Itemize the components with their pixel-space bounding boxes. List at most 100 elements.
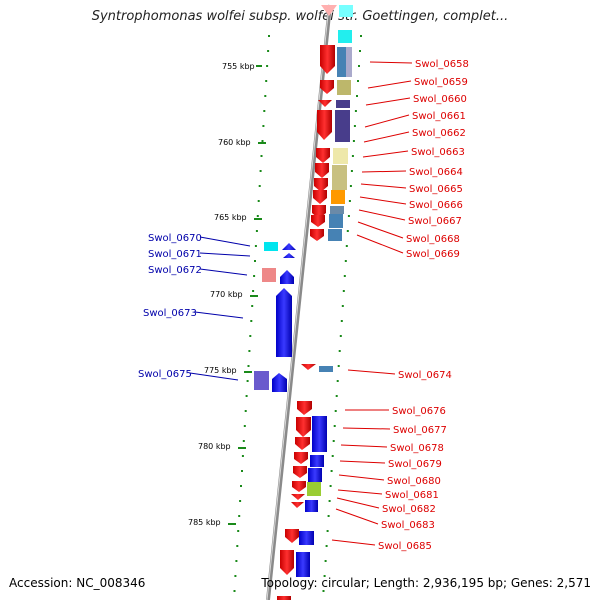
ruler-dot (337, 365, 340, 367)
gene-label-swol-0671[interactable]: Swol_0671 (148, 249, 202, 260)
gene-features-lower (277, 364, 333, 600)
ruler-dot (351, 155, 354, 157)
ruler-dot (266, 65, 269, 67)
ruler-dot (350, 170, 353, 172)
ruler-dot (262, 125, 265, 127)
gene-label-swol-0664[interactable]: Swol_0664 (409, 167, 463, 178)
gene-label-swol-0660[interactable]: Swol_0660 (413, 94, 467, 105)
ruler-dot (254, 245, 257, 247)
label-leader-line (357, 221, 404, 239)
gene-block (307, 482, 321, 496)
ruler-dot (360, 35, 362, 37)
label-leader-line (340, 444, 388, 448)
gene-block (296, 552, 310, 577)
ruler-dot (349, 185, 352, 187)
sequence-backbone (266, 4, 332, 600)
gene-label-swol-0672[interactable]: Swol_0672 (148, 265, 202, 276)
ruler-dot (255, 230, 258, 232)
gene-block (308, 468, 322, 482)
gene-block (331, 190, 345, 204)
ruler-dot (251, 305, 254, 307)
scale-labels: 755 kbp 760 kbp 765 kbp 770 kbp 775 kbp … (188, 62, 266, 527)
ruler-dot (354, 110, 357, 112)
label-leader-line (359, 196, 407, 205)
gene-label-swol-0659[interactable]: Swol_0659 (414, 77, 468, 88)
label-leader-line (347, 369, 396, 375)
ruler-dot (359, 50, 361, 52)
label-leader-line (365, 97, 411, 106)
gene-arrow (280, 270, 294, 284)
ruler-dot (344, 260, 347, 262)
ruler-dot (243, 425, 246, 427)
gene-block (332, 165, 347, 190)
gene-label-swol-0658[interactable]: Swol_0658 (415, 59, 469, 70)
ruler-dot (267, 50, 270, 52)
gene-label-swol-0666[interactable]: Swol_0666 (409, 200, 463, 211)
gene-block (336, 100, 350, 108)
ruler-dot (261, 140, 264, 142)
gene-label-swol-0680[interactable]: Swol_0680 (387, 476, 441, 487)
ruler-dot (259, 170, 262, 172)
gene-arrow (285, 529, 299, 543)
genome-summary: Topology: circular; Length: 2,936,195 bp… (260, 576, 591, 590)
gene-label-swol-0675[interactable]: Swol_0675 (138, 369, 192, 380)
accession-text: Accession: NC_008346 (9, 576, 145, 590)
gene-label-swol-0677[interactable]: Swol_0677 (393, 425, 447, 436)
gene-label-swol-0662[interactable]: Swol_0662 (412, 128, 466, 139)
ruler-dot (253, 275, 256, 277)
gene-block (346, 47, 352, 77)
ruler-dot (358, 65, 360, 67)
gene-arrow (310, 229, 324, 241)
gene-block (335, 110, 350, 142)
ruler-dot (239, 500, 242, 502)
scale-label: 775 kbp (204, 366, 237, 375)
gene-arrow (321, 5, 337, 16)
ruler-dot (329, 485, 332, 487)
label-leader-line (338, 474, 385, 481)
ruler-dot (250, 320, 253, 322)
ruler-dot (238, 515, 241, 517)
gene-arrow (316, 148, 330, 163)
gene-label-swol-0670[interactable]: Swol_0670 (148, 233, 202, 244)
gene-label-swol-0676[interactable]: Swol_0676 (392, 406, 446, 417)
gene-features-left (254, 242, 296, 392)
label-leader-line (194, 311, 244, 319)
gene-label-swol-0678[interactable]: Swol_0678 (390, 443, 444, 454)
gene-label-swol-0663[interactable]: Swol_0663 (411, 147, 465, 158)
ruler-dot (246, 380, 249, 382)
label-leader-line (339, 460, 386, 464)
ruler-ticks (233, 35, 362, 592)
label-leader-line (342, 427, 391, 430)
gene-label-swol-0679[interactable]: Swol_0679 (388, 459, 442, 470)
ruler-dot (258, 185, 261, 187)
ruler-dot (335, 395, 338, 397)
gene-block (328, 229, 342, 241)
gene-label-swol-0668[interactable]: Swol_0668 (406, 234, 460, 245)
gene-label-swol-0669[interactable]: Swol_0669 (406, 249, 460, 260)
gene-label-swol-0683[interactable]: Swol_0683 (381, 520, 435, 531)
gene-block (312, 416, 327, 452)
label-leader-line (356, 234, 404, 254)
gene-label-swol-0674[interactable]: Swol_0674 (398, 370, 452, 381)
gene-label-swol-0665[interactable]: Swol_0665 (409, 184, 463, 195)
gene-block (333, 148, 348, 164)
gene-label-swol-0685[interactable]: Swol_0685 (378, 541, 432, 552)
gene-arrow (291, 494, 305, 500)
ruler-dot (242, 440, 245, 442)
gene-label-swol-0667[interactable]: Swol_0667 (408, 216, 462, 227)
gene-arrow (320, 80, 334, 94)
label-leader-line (369, 61, 413, 64)
gene-label-swol-0673[interactable]: Swol_0673 (143, 308, 197, 319)
ruler-dot (341, 305, 344, 307)
ruler-dot (348, 200, 351, 202)
ruler-dot (333, 425, 336, 427)
gene-label-swol-0682[interactable]: Swol_0682 (382, 504, 436, 515)
gene-block (264, 242, 278, 251)
gene-label-swol-0681[interactable]: Swol_0681 (385, 490, 439, 501)
ruler-dot (245, 395, 248, 397)
gene-label-swol-0661[interactable]: Swol_0661 (412, 111, 466, 122)
ruler-dot (345, 245, 348, 247)
ruler-dot (252, 290, 255, 292)
gene-arrow (272, 373, 287, 392)
